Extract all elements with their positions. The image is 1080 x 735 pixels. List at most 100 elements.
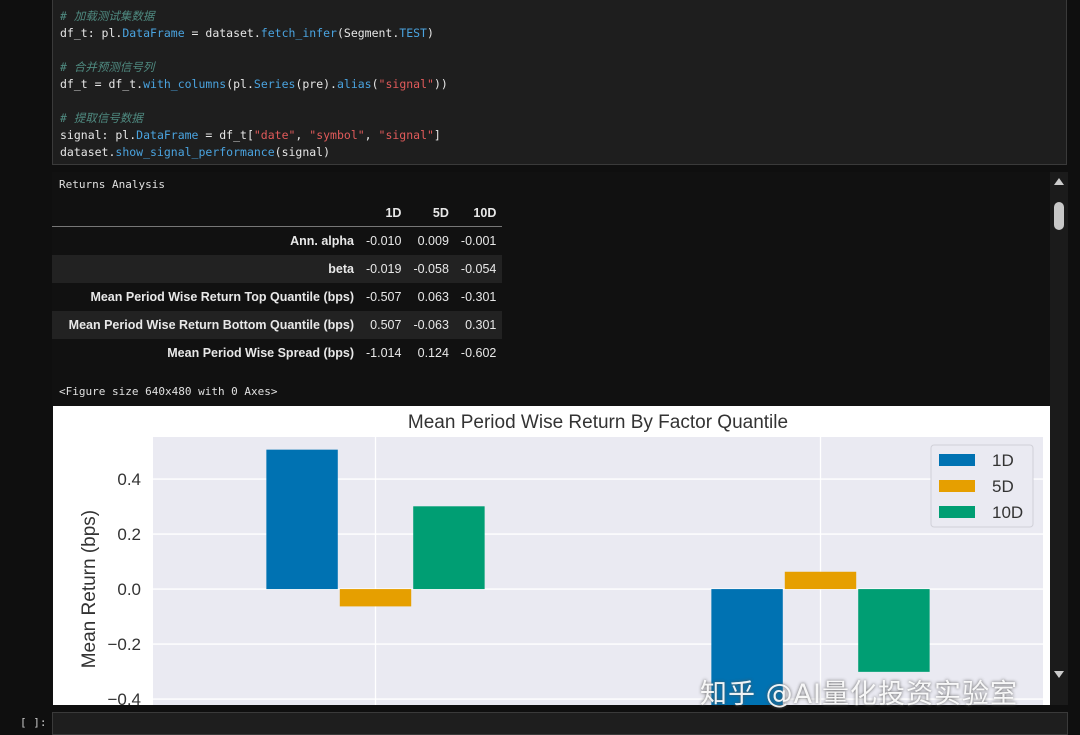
header-blank (52, 200, 360, 227)
y-tick-label: 0.4 (117, 470, 141, 489)
table-cell: -0.063 (413, 318, 449, 332)
row-label: beta (328, 262, 354, 276)
table-row: Mean Period Wise Return Bottom Quantile … (52, 311, 503, 339)
code-token: "signal" (378, 128, 434, 142)
code-token: ) (426, 26, 434, 40)
bar-1D-q2 (711, 589, 783, 705)
table-row: Mean Period Wise Return Top Quantile (bp… (52, 283, 502, 311)
bar-chart: Mean Period Wise Return By Factor Quanti… (79, 412, 1043, 705)
code-token: Series (253, 77, 296, 91)
code-token: , (364, 128, 379, 142)
bar-1D-q1 (266, 449, 338, 590)
code-token: DataFrame (122, 26, 185, 40)
table-cell: -1.014 (366, 346, 402, 360)
row-label: Mean Period Wise Return Bottom Quantile … (68, 318, 354, 332)
table-cell: 0.507 (370, 318, 402, 332)
code-token: (signal) (274, 145, 331, 159)
table-cell: -0.001 (460, 234, 497, 248)
code-token: # 加载测试集数据 (60, 9, 155, 23)
bar-10D-q1 (413, 506, 485, 590)
column-header: 5D (407, 200, 455, 227)
code-token: fetch_infer (260, 26, 337, 40)
y-tick-label: 0.2 (117, 525, 141, 544)
legend-swatch-5D (939, 480, 975, 492)
code-line: df_t = df_t.with_columns(pl.Series(pre).… (60, 76, 448, 93)
table-cell: 0.124 (417, 346, 449, 360)
code-token: (Segment. (336, 26, 400, 40)
code-token: (pre). (295, 77, 337, 91)
table-cell: -0.010 (366, 234, 402, 248)
table-row: beta -0.019 -0.058 -0.054 (52, 255, 503, 283)
code-token: dataset. (60, 145, 116, 159)
code-token: alias (336, 77, 372, 91)
code-token: df_t: pl. (60, 26, 123, 40)
code-token: = dataset. (184, 26, 261, 40)
row-label: Ann. alpha (290, 234, 354, 248)
y-tick-label: 0.0 (117, 580, 141, 599)
table-cell: -0.019 (366, 262, 402, 276)
empty-code-cell[interactable] (52, 712, 1068, 735)
table-cell: -0.602 (460, 346, 497, 360)
returns-analysis-title: Returns Analysis (59, 178, 165, 191)
bar-5D-q1 (339, 589, 412, 607)
table-cell: 0.301 (465, 318, 497, 332)
table-cell: 0.063 (417, 290, 449, 304)
scrollbar-thumb[interactable] (1054, 202, 1064, 230)
code-line (60, 93, 448, 110)
code-token: ( (371, 77, 379, 91)
code-editor[interactable]: # 加载测试集数据 df_t: pl.DataFrame = dataset.fe… (60, 8, 448, 161)
table-header-row: 1D 5D 10D (52, 200, 503, 227)
code-line: df_t: pl.DataFrame = dataset.fetch_infer… (60, 25, 448, 42)
code-cell[interactable]: # 加载测试集数据 df_t: pl.DataFrame = dataset.fe… (52, 0, 1067, 165)
bar-5D-q2 (784, 571, 857, 590)
legend-swatch-10D (939, 506, 975, 518)
code-line: dataset.show_signal_performance(signal) (60, 144, 448, 161)
legend-swatch-1D (939, 454, 975, 466)
table-row: Ann. alpha -0.010 0.009 -0.001 (52, 227, 502, 256)
y-tick-label: −0.2 (107, 635, 141, 654)
code-token: "symbol" (309, 128, 365, 142)
cell-prompt: [ ]: (20, 716, 47, 729)
watermark: 知乎 @AI量化投资实验室 (700, 679, 1019, 710)
legend-label: 10D (992, 503, 1023, 522)
code-token: # 合并预测信号列 (60, 60, 155, 74)
code-token: "signal" (378, 77, 434, 91)
scroll-down-icon[interactable] (1054, 671, 1064, 678)
table-cell: -0.058 (413, 262, 449, 276)
code-token: show_signal_performance (115, 145, 275, 159)
code-token: TEST (399, 26, 427, 40)
code-token: with_columns (143, 77, 227, 91)
table-row: Mean Period Wise Spread (bps) -1.014 0.124… (52, 339, 502, 367)
code-token: DataFrame (136, 128, 199, 142)
row-label: Mean Period Wise Return Top Quantile (bp… (90, 290, 354, 304)
code-token: signal: pl. (60, 128, 137, 142)
code-token: )) (433, 77, 448, 91)
code-line: signal: pl.DataFrame = df_t["date", "sym… (60, 127, 448, 144)
scroll-up-icon[interactable] (1054, 178, 1064, 185)
chart-figure: Mean Period Wise Return By Factor Quanti… (53, 406, 1050, 705)
code-token: ] (433, 128, 441, 142)
figure-size-text: <Figure size 640x480 with 0 Axes> (59, 385, 278, 398)
legend-label: 5D (992, 477, 1014, 496)
code-token: "date" (253, 128, 296, 142)
chart-title: Mean Period Wise Return By Factor Quanti… (408, 412, 788, 433)
code-token: # 提取信号数据 (60, 111, 143, 125)
bar-10D-q2 (858, 589, 930, 672)
legend-label: 1D (992, 451, 1014, 470)
code-token: , (295, 128, 310, 142)
returns-table: 1D 5D 10D Ann. alpha -0.010 0.009 -0.001 bet… (52, 200, 503, 367)
table-cell: -0.507 (366, 290, 402, 304)
y-tick-label: −0.4 (107, 690, 141, 705)
table-cell: -0.054 (460, 262, 497, 276)
code-token: df_t = df_t. (60, 77, 144, 91)
code-line: # 加载测试集数据 (60, 8, 448, 25)
code-line: # 合并预测信号列 (60, 59, 448, 76)
row-label: Mean Period Wise Spread (bps) (167, 346, 354, 360)
y-axis-label: Mean Return (bps) (79, 510, 100, 668)
column-header: 10D (454, 200, 503, 227)
output-area: Returns Analysis 1D 5D 10D Ann. alpha -0.… (52, 172, 1050, 705)
code-line (60, 42, 448, 59)
output-scrollbar[interactable] (1050, 172, 1068, 705)
code-line: # 提取信号数据 (60, 110, 448, 127)
table-cell: -0.301 (460, 290, 497, 304)
